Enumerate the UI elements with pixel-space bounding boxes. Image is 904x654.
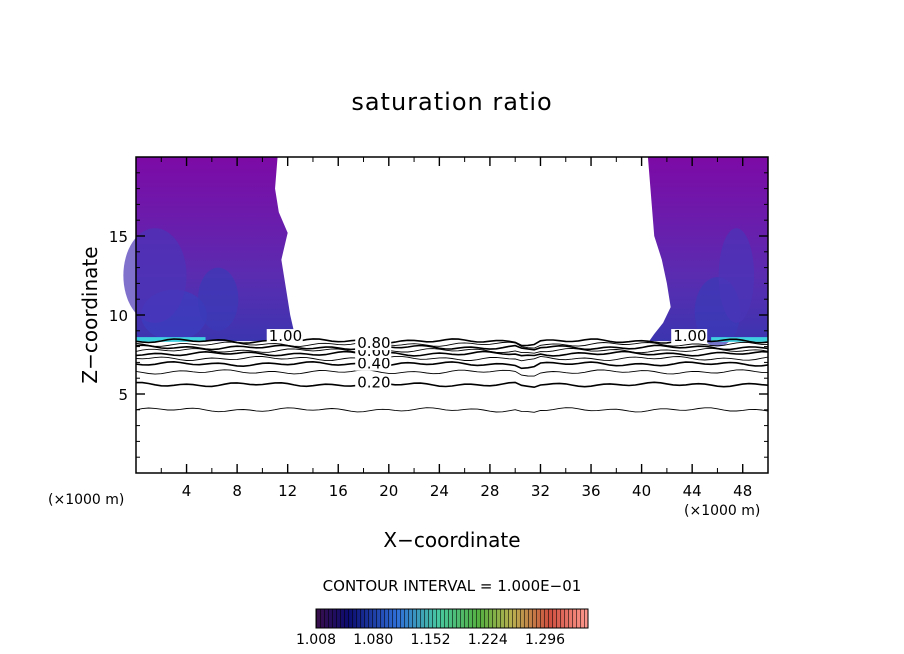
y-tick-label-1: 10 — [109, 307, 128, 325]
colorbar-label-4: 1.296 — [525, 632, 566, 648]
region-lobe-1 — [197, 267, 239, 331]
contour-label-bg-1 — [355, 356, 392, 371]
x-tick-label-4: 20 — [379, 482, 398, 500]
contour-lines — [135, 338, 769, 413]
x-axis-label: X−coordinate — [383, 528, 521, 552]
contour-label-3: 0.80 — [357, 334, 390, 352]
contour-line-7 — [135, 344, 769, 351]
y-axis-ticks: 5 10 15 — [109, 172, 768, 458]
x-tick-label-10: 44 — [683, 482, 702, 500]
x-tick-label-5: 24 — [430, 482, 449, 500]
shaded-region-right — [647, 157, 768, 347]
x-axis-ticks: 4 8 12 16 20 24 28 32 36 40 44 48 — [160, 157, 752, 500]
contour-line-2 — [135, 369, 768, 377]
contour-label-5: 1.00 — [673, 327, 706, 345]
colorbar-label-1: 1.080 — [353, 632, 394, 648]
contour-label-0: 0.20 — [357, 374, 390, 392]
region-lobe-4 — [718, 228, 755, 323]
contour-line-5 — [135, 350, 769, 357]
contour-line-3 — [135, 360, 769, 370]
contour-label-1: 0.40 — [357, 355, 390, 373]
contour-interval: CONTOUR INTERVAL = 1.000E−01 — [322, 577, 582, 595]
x-unit-right: (×1000 m) — [684, 503, 761, 519]
y-tick-label-0: 5 — [118, 386, 128, 404]
colorbar-labels: 1.008 1.080 1.152 1.224 1.296 — [296, 632, 600, 652]
contour-label-bg-3 — [355, 336, 392, 351]
contour-line-0 — [135, 407, 769, 413]
shaded-region-left — [123, 157, 296, 342]
contour-line-9 — [135, 338, 769, 347]
contour-labels: 0.200.400.600.801.00 1.00 — [266, 327, 708, 392]
x-tick-label-2: 12 — [278, 482, 297, 500]
contour-label-4: 1.00 — [269, 327, 302, 345]
contour-label-bg-4 — [266, 329, 303, 344]
x-tick-label-6: 28 — [480, 482, 499, 500]
x-tick-label-0: 4 — [182, 482, 192, 500]
colorbar-label-3: 1.224 — [467, 632, 508, 648]
contour-line-1 — [136, 381, 769, 389]
contour-label-bg-0 — [355, 375, 392, 390]
x-tick-label-11: 48 — [733, 482, 752, 500]
colorbar-label-0: 1.008 — [295, 632, 337, 648]
y-tick-label-2: 15 — [109, 228, 128, 246]
x-tick-label-9: 40 — [632, 482, 651, 500]
chart-title: saturation ratio — [351, 88, 553, 116]
x-tick-label-3: 16 — [329, 482, 348, 500]
contour-label-bg-5 — [671, 329, 708, 344]
colorbar-label-2: 1.152 — [410, 632, 451, 648]
region-lobe-2 — [123, 228, 187, 323]
x-tick-label-7: 32 — [531, 482, 550, 500]
x-unit-left: (×1000 m) — [48, 492, 125, 508]
contour-line-6 — [135, 347, 769, 354]
x-tick-label-1: 8 — [232, 482, 242, 500]
y-axis-label: Z−coordinate — [78, 246, 102, 384]
contour-line-4 — [135, 355, 769, 362]
x-tick-label-8: 36 — [581, 482, 600, 500]
colorbar-stripes — [316, 609, 588, 628]
